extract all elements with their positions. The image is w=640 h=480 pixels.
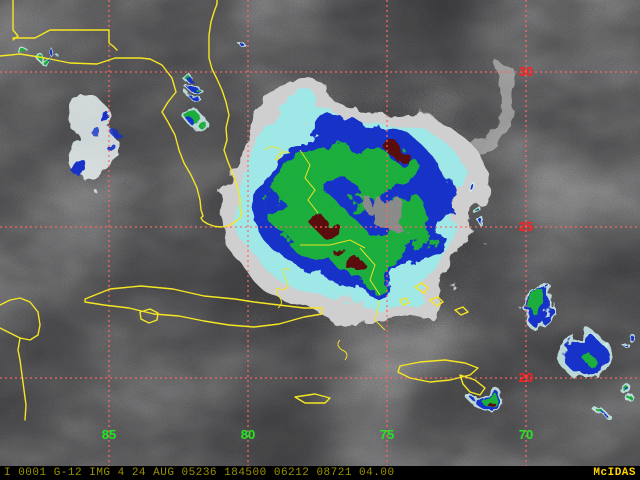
svg-text:75: 75	[380, 427, 394, 442]
svg-text:85: 85	[102, 427, 116, 442]
svg-text:80: 80	[241, 427, 255, 442]
svg-text:25: 25	[519, 219, 533, 234]
svg-text:30: 30	[519, 64, 533, 79]
svg-text:70: 70	[519, 427, 533, 442]
svg-text:20: 20	[519, 370, 533, 385]
